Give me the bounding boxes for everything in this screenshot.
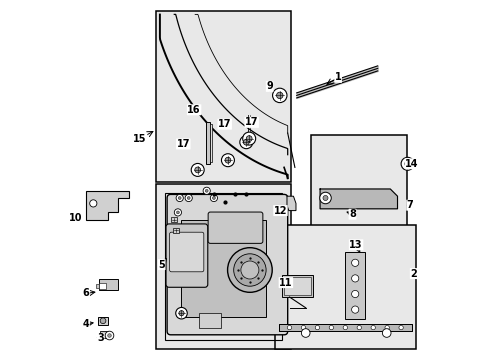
- Circle shape: [212, 197, 215, 199]
- Circle shape: [185, 194, 192, 202]
- Bar: [99, 283, 106, 289]
- Circle shape: [301, 329, 309, 337]
- Polygon shape: [320, 189, 397, 209]
- Circle shape: [384, 325, 388, 330]
- Text: 17: 17: [176, 139, 190, 149]
- Circle shape: [194, 167, 200, 173]
- Circle shape: [241, 261, 258, 279]
- Circle shape: [319, 192, 330, 204]
- Circle shape: [174, 209, 181, 216]
- Bar: [275, 225, 415, 349]
- Circle shape: [356, 325, 361, 330]
- Text: 12: 12: [273, 206, 286, 216]
- Circle shape: [328, 325, 333, 330]
- Polygon shape: [286, 196, 295, 211]
- Text: 7: 7: [406, 200, 413, 210]
- Circle shape: [315, 325, 319, 330]
- Circle shape: [287, 325, 291, 330]
- Circle shape: [351, 275, 358, 282]
- Circle shape: [105, 331, 114, 340]
- Circle shape: [370, 325, 375, 330]
- Circle shape: [322, 195, 327, 201]
- Bar: [205, 122, 209, 164]
- Bar: [345, 252, 365, 319]
- Text: 6: 6: [82, 288, 89, 298]
- Polygon shape: [86, 191, 129, 220]
- Circle shape: [89, 200, 97, 207]
- Bar: [99, 279, 118, 290]
- Text: 15: 15: [133, 134, 146, 144]
- Circle shape: [382, 329, 390, 337]
- Circle shape: [243, 139, 249, 145]
- Circle shape: [175, 307, 187, 319]
- Bar: [171, 217, 177, 222]
- Circle shape: [246, 136, 252, 141]
- Circle shape: [205, 189, 208, 192]
- FancyBboxPatch shape: [169, 232, 203, 272]
- Circle shape: [343, 325, 347, 330]
- Text: 17: 17: [244, 117, 258, 127]
- FancyBboxPatch shape: [167, 194, 287, 335]
- Circle shape: [233, 254, 265, 286]
- Circle shape: [239, 136, 252, 149]
- Text: 4: 4: [82, 319, 89, 329]
- Text: 8: 8: [348, 209, 355, 219]
- Bar: [310, 135, 406, 232]
- Text: 1: 1: [334, 72, 341, 82]
- Bar: [165, 193, 282, 340]
- Text: 16: 16: [187, 105, 201, 115]
- Bar: [278, 324, 411, 331]
- Circle shape: [404, 161, 409, 167]
- Circle shape: [272, 88, 286, 103]
- Bar: [101, 331, 108, 338]
- Circle shape: [187, 197, 190, 199]
- Circle shape: [351, 306, 358, 313]
- Circle shape: [179, 311, 183, 316]
- Circle shape: [176, 211, 179, 214]
- Text: 3: 3: [97, 333, 103, 343]
- Circle shape: [242, 132, 255, 145]
- Text: 5: 5: [158, 260, 165, 270]
- Text: 11: 11: [279, 278, 292, 288]
- Bar: [209, 124, 212, 162]
- FancyBboxPatch shape: [208, 212, 263, 243]
- Circle shape: [100, 318, 106, 324]
- Text: 10: 10: [68, 213, 82, 223]
- Bar: [156, 184, 291, 349]
- Bar: [199, 313, 221, 328]
- Bar: [282, 275, 312, 297]
- Circle shape: [351, 291, 358, 298]
- Circle shape: [176, 194, 183, 202]
- Circle shape: [203, 187, 210, 194]
- Circle shape: [227, 248, 272, 292]
- Circle shape: [221, 154, 234, 167]
- Bar: [406, 165, 407, 169]
- Circle shape: [398, 325, 403, 330]
- Text: 17: 17: [218, 119, 231, 129]
- Text: 14: 14: [405, 159, 418, 169]
- Bar: [156, 11, 291, 182]
- Bar: [181, 220, 265, 317]
- Bar: [96, 284, 99, 288]
- Circle shape: [107, 334, 111, 337]
- Circle shape: [400, 157, 413, 170]
- Text: 9: 9: [266, 81, 272, 91]
- Circle shape: [276, 92, 283, 99]
- Bar: [278, 324, 411, 331]
- FancyBboxPatch shape: [166, 224, 207, 287]
- Circle shape: [301, 325, 305, 330]
- Bar: [98, 317, 108, 325]
- Circle shape: [210, 194, 217, 202]
- Circle shape: [178, 197, 181, 199]
- Text: 2: 2: [409, 269, 416, 279]
- Circle shape: [191, 163, 204, 176]
- Text: 13: 13: [348, 240, 362, 250]
- Bar: [284, 277, 310, 295]
- Circle shape: [224, 157, 230, 163]
- Circle shape: [351, 259, 358, 266]
- Bar: [173, 228, 179, 233]
